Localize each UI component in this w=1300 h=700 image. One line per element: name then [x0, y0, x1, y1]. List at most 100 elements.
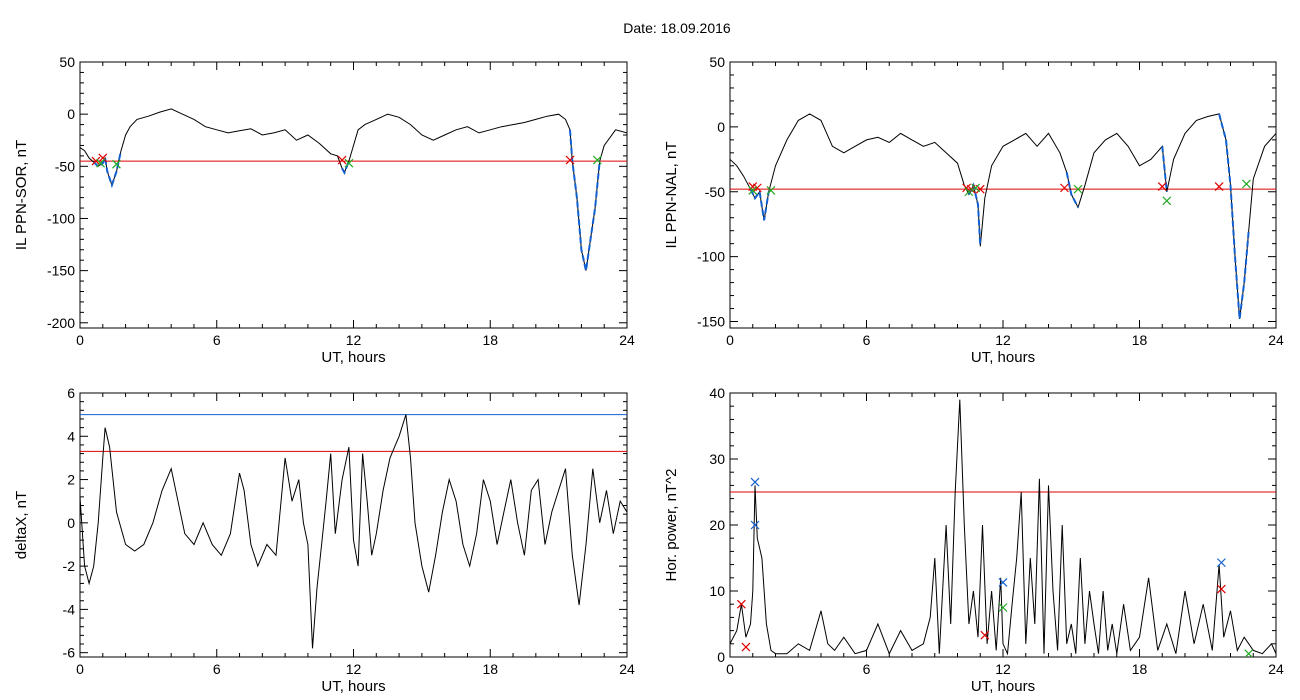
peak-marker — [96, 158, 105, 168]
onset-marker — [980, 630, 990, 640]
peak-marker — [766, 186, 776, 195]
substorm-interval — [1161, 146, 1168, 192]
y-tick-label: -50 — [705, 184, 725, 200]
x-tick-label: 18 — [482, 661, 498, 677]
onset-marker — [1216, 584, 1226, 594]
peak-marker — [592, 155, 602, 165]
series-line — [80, 414, 627, 649]
substorm-marker — [750, 520, 760, 530]
substorm-marker — [750, 477, 760, 487]
x-axis-label: UT, hours — [971, 349, 1035, 366]
y-tick-label: -150 — [47, 263, 75, 279]
substorm-interval — [968, 182, 982, 247]
x-tick-label: 12 — [346, 661, 362, 677]
y-tick-label: 50 — [709, 54, 725, 70]
x-tick-label: 0 — [76, 332, 84, 348]
onset-marker — [752, 183, 762, 193]
y-axis-label: IL PPN-SOR, nT — [13, 140, 30, 250]
plot-area — [730, 399, 1276, 657]
onset-marker — [1157, 182, 1167, 191]
plot-frame — [79, 392, 628, 658]
onset-marker — [1214, 182, 1224, 191]
substorm-interval — [749, 188, 770, 221]
peak-marker — [748, 186, 758, 195]
x-tick-label: 24 — [619, 661, 635, 677]
peak-marker — [971, 183, 981, 193]
y-tick-label: 4 — [67, 428, 75, 444]
x-tick-label: 0 — [726, 332, 734, 348]
y-axis-label: IL PPN-NAL, nT — [663, 142, 680, 249]
peak-marker — [1162, 196, 1172, 206]
y-tick-label: 30 — [709, 451, 725, 467]
x-axis-label: UT, hours — [971, 678, 1035, 695]
plot-area — [80, 414, 627, 649]
x-tick-label: 6 — [863, 332, 871, 348]
onset-marker — [741, 642, 751, 652]
peak-marker — [964, 187, 974, 197]
y-tick-label: 20 — [709, 517, 725, 533]
substorm-marker — [1216, 558, 1226, 568]
y-tick-label: -4 — [63, 601, 76, 617]
y-tick-label: 0 — [717, 649, 725, 665]
series-line — [730, 113, 1276, 319]
plot-frame — [79, 61, 628, 329]
peak-marker — [344, 158, 354, 168]
y-tick-label: 0 — [717, 119, 725, 135]
y-tick-label: 0 — [67, 515, 75, 531]
chart-panel-1: 0 6 12 18 24 50 0 -50 -100 -150 -200 UT, hours IL PP… — [13, 54, 635, 366]
x-tick-label: 6 — [213, 332, 221, 348]
y-tick-label: 40 — [709, 385, 725, 401]
x-tick-label: 24 — [1268, 332, 1284, 348]
y-tick-label: 0 — [67, 106, 75, 122]
x-tick-label: 12 — [995, 661, 1011, 677]
y-tick-label: 2 — [67, 472, 75, 488]
onset-marker — [337, 155, 347, 165]
chart-panel-4: 0 6 12 18 24 0 10 20 30 40 UT, hours Hor. power, nT… — [663, 385, 1284, 695]
x-tick-label: 6 — [863, 661, 871, 677]
x-tick-label: 24 — [1268, 661, 1284, 677]
x-tick-label: 0 — [76, 661, 84, 677]
y-tick-label: -200 — [47, 315, 75, 331]
x-tick-label: 18 — [482, 332, 498, 348]
y-axis-label: deltaX, nT — [13, 491, 30, 559]
y-tick-label: 50 — [59, 54, 75, 70]
peak-marker — [998, 603, 1008, 612]
chart-panel-2: 0 6 12 18 24 50 0 -50 -100 -150 UT, hours IL PPN-NA… — [663, 54, 1284, 366]
onset-marker — [1060, 183, 1069, 193]
x-axis-label: UT, hours — [321, 349, 385, 366]
substorm-interval — [1065, 172, 1079, 208]
plot-frame — [729, 61, 1277, 329]
y-tick-label: 10 — [709, 583, 725, 599]
y-tick-label: -2 — [63, 558, 76, 574]
plot-area — [80, 108, 627, 271]
peak-marker — [1242, 179, 1251, 189]
onset-marker — [565, 155, 575, 165]
figure-title: Date: 18.09.2016 — [623, 20, 731, 36]
series-line — [730, 399, 1276, 656]
x-tick-label: 18 — [1132, 332, 1148, 348]
substorm-interval — [93, 150, 122, 189]
x-tick-label: 0 — [726, 661, 734, 677]
peak-marker — [112, 159, 121, 169]
x-tick-label: 12 — [995, 332, 1011, 348]
y-axis-label: Hor. power, nT^2 — [663, 469, 680, 582]
peak-marker — [1244, 649, 1254, 657]
y-tick-label: 6 — [67, 385, 75, 401]
y-tick-label: -50 — [55, 158, 75, 174]
substorm-interval — [1218, 113, 1250, 320]
onset-marker — [98, 153, 108, 163]
substorm-marker — [998, 577, 1008, 587]
x-tick-label: 18 — [1132, 661, 1148, 677]
plot-area — [730, 113, 1276, 320]
series-line — [80, 108, 627, 271]
y-tick-label: -100 — [697, 249, 725, 265]
onset-marker — [736, 599, 746, 609]
chart-panel-3: 0 6 12 18 24 6 4 2 0 -2 -4 -6 UT, hours deltaX, nT — [13, 385, 635, 695]
plot-frame — [729, 392, 1277, 658]
y-tick-label: -100 — [47, 210, 75, 226]
y-tick-label: -6 — [63, 645, 76, 661]
x-axis-label: UT, hours — [321, 678, 385, 695]
substorm-interval — [569, 129, 601, 271]
